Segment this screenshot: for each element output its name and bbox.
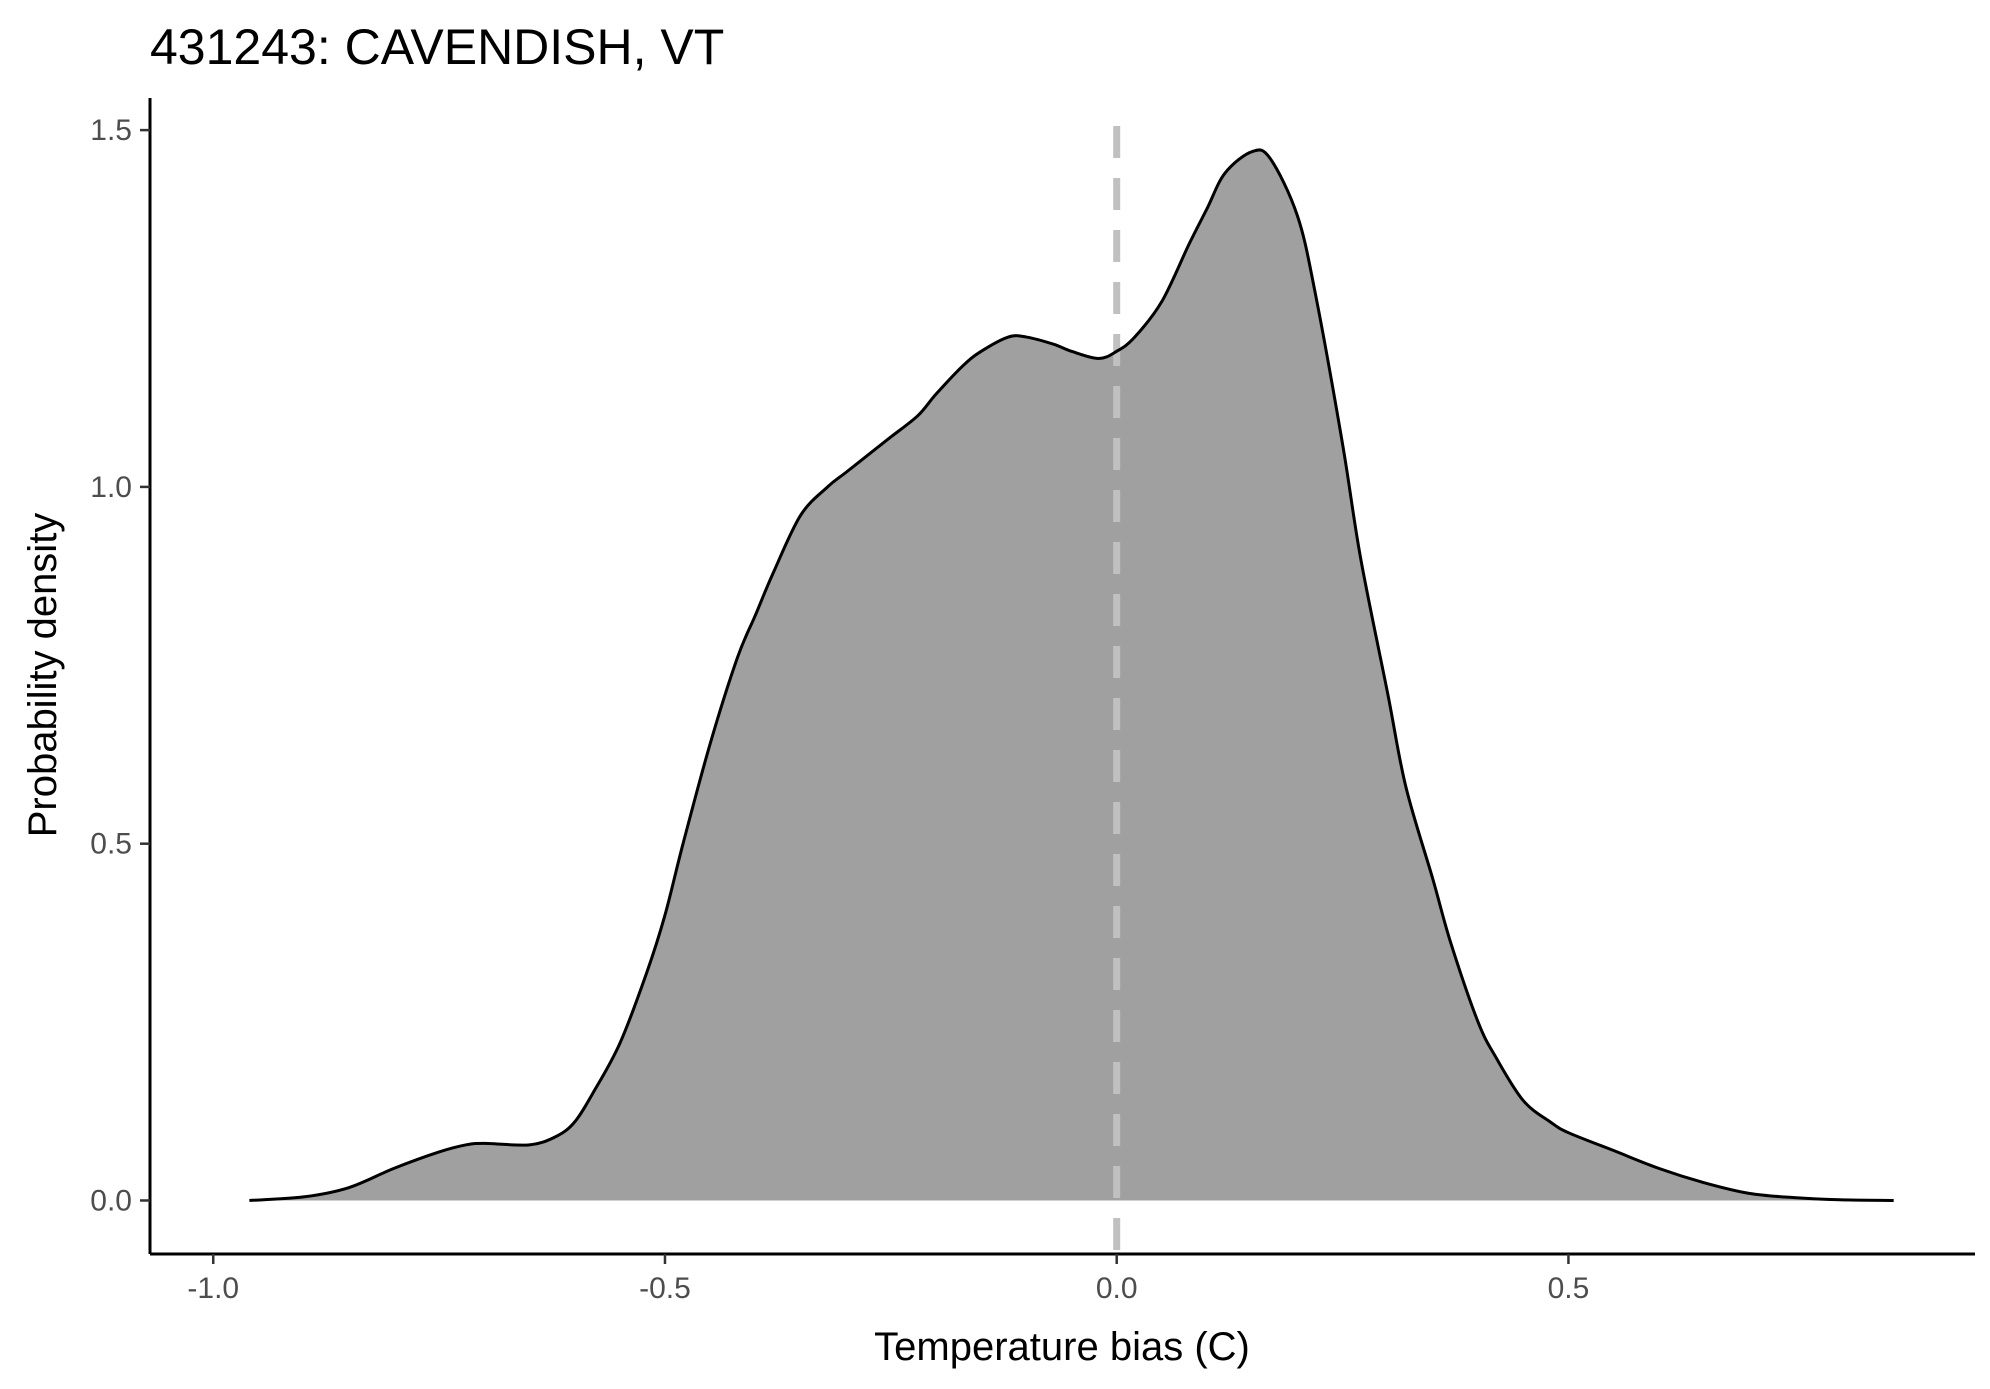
y-tick-label: 1.5 [90, 114, 132, 147]
x-tick-label: 0.0 [1096, 1272, 1138, 1305]
x-tick-label: -1.0 [187, 1272, 239, 1305]
x-tick-label: -0.5 [639, 1272, 691, 1305]
y-axis-title: Probability density [21, 513, 65, 838]
y-tick-label: 0.0 [90, 1184, 132, 1217]
x-axis-ticks: -1.0 -0.5 0.0 0.5 [187, 1254, 1589, 1305]
x-tick-label: 0.5 [1548, 1272, 1590, 1305]
plot-area [249, 126, 1894, 1254]
y-tick-label: 0.5 [90, 828, 132, 861]
density-area [249, 149, 1894, 1201]
density-curve-line [249, 148, 1894, 1202]
x-axis-title: Temperature bias (C) [874, 1325, 1250, 1369]
y-tick-label: 1.0 [90, 471, 132, 504]
y-axis-ticks: 0.0 0.5 1.0 1.5 [90, 114, 150, 1217]
chart-title: 431243: CAVENDISH, VT [150, 19, 724, 75]
